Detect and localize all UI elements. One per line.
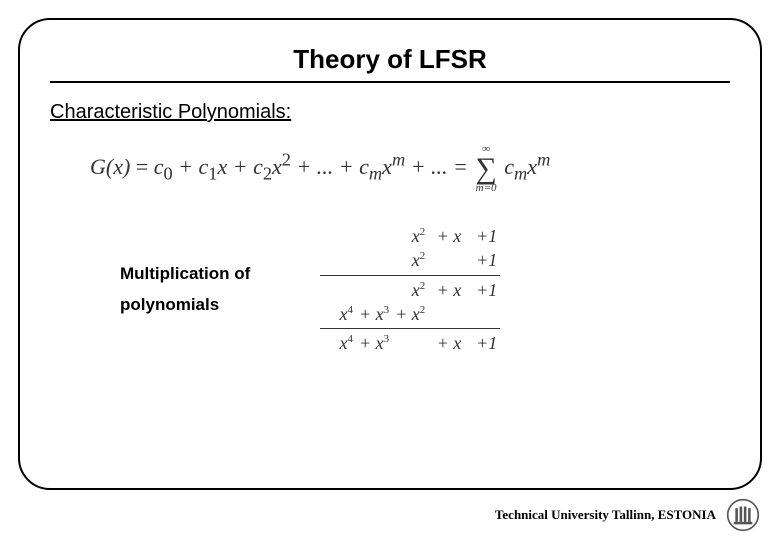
cell: +1: [464, 248, 500, 272]
longmult-row-3: x2 + x +1: [320, 278, 500, 302]
multiplication-section: Multiplication of polynomials x2 + x +1 …: [50, 224, 730, 355]
cell: +1: [464, 331, 500, 355]
sigma-icon: ∞ ∑ m=0: [475, 144, 496, 194]
title-rule: [50, 81, 730, 83]
main-formula: G(x) = c0 + c1x + c2x2 + ... + cmxm + ..…: [90, 144, 730, 194]
footer-text: Technical University Tallinn, ESTONIA: [495, 507, 716, 523]
cell: +1: [464, 278, 500, 302]
formula-eq: =: [136, 154, 154, 179]
longmult-row-5: x4 + x3 + x +1: [320, 331, 500, 355]
subheading: Characteristic Polynomials:: [50, 101, 730, 124]
long-multiplication: x2 + x +1 x2 +1 x2 + x +1: [320, 224, 500, 355]
cell: + x: [428, 331, 464, 355]
slide-frame: Theory of LFSR Characteristic Polynomial…: [18, 18, 762, 490]
footer: Technical University Tallinn, ESTONIA: [495, 498, 760, 532]
mult-label-line2: polynomials: [120, 290, 320, 321]
cell: +1: [464, 224, 500, 248]
longmult-row-1: x2 + x +1: [320, 224, 500, 248]
sigma-bottom: m=0: [475, 183, 496, 194]
rule-line-1: [320, 275, 500, 276]
mult-label: Multiplication of polynomials: [50, 259, 320, 320]
formula-lhs: G: [90, 154, 106, 179]
longmult-row-2: x2 +1: [320, 248, 500, 272]
slide-title: Theory of LFSR: [50, 44, 730, 75]
cell: + x: [428, 224, 464, 248]
cell: + x: [428, 278, 464, 302]
university-logo-icon: [726, 498, 760, 532]
rule-line-2: [320, 328, 500, 329]
longmult-row-4: x4 + x3 + x2: [320, 302, 500, 326]
longmult-table: x2 + x +1 x2 +1 x2 + x +1: [320, 224, 500, 355]
mult-label-line1: Multiplication of: [120, 259, 320, 290]
